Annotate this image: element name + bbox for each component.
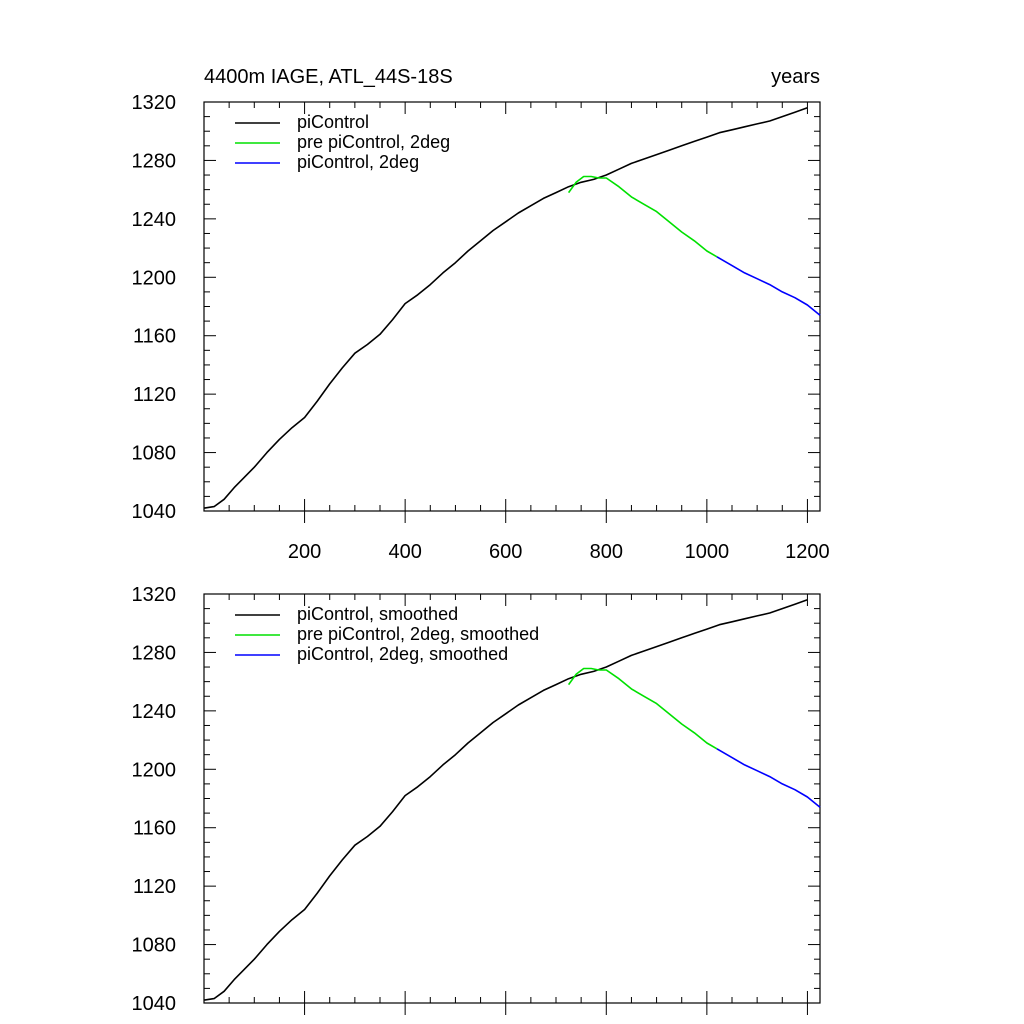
legend-label: piControl, 2deg, smoothed: [297, 644, 508, 664]
x-tick-label: 200: [288, 541, 321, 563]
series-line-1: [204, 599, 808, 1001]
y-tick-label: 1280: [132, 642, 177, 664]
y-tick-label: 1040: [132, 501, 177, 523]
series-line-2: [567, 667, 718, 750]
y-tick-label: 1160: [133, 818, 176, 840]
y-tick-label: 1160: [133, 326, 176, 348]
y-tick-label: 1280: [132, 150, 177, 172]
y-tick-label: 1240: [132, 209, 177, 231]
chart-title: 4400m IAGE, ATL_44S-18S: [204, 66, 453, 88]
bottom-panel: 1040 1080 1120 1160 1200 1240 1280 1320 piContro…: [132, 584, 821, 1015]
y-tick-label: 1080: [132, 935, 177, 957]
series-line-3: [716, 748, 821, 808]
y-tick-label: 1200: [132, 759, 177, 781]
series-line-1: [204, 107, 808, 509]
y-tick-label: 1040: [132, 993, 177, 1015]
x-tick-label: 600: [489, 541, 522, 563]
top-panel: 1040 1080 1120 1160 1200 1240 1280 1320 200 400 60…: [132, 66, 830, 563]
x-tick-label: 1000: [685, 541, 730, 563]
series-line-3: [716, 256, 821, 316]
x-tick-label: 400: [388, 541, 421, 563]
y-tick-label: 1120: [133, 384, 176, 406]
y-tick-label: 1320: [132, 92, 177, 114]
legend-label: piControl, 2deg: [297, 152, 419, 172]
chart-right-title: years: [771, 66, 820, 88]
legend-label: pre piControl, 2deg, smoothed: [297, 624, 539, 644]
x-tick-label: 1200: [785, 541, 830, 563]
y-tick-label: 1200: [132, 267, 177, 289]
y-tick-label: 1120: [133, 876, 176, 898]
legend-label: piControl, smoothed: [297, 604, 458, 624]
series-line-2: [567, 175, 718, 258]
y-tick-label: 1320: [132, 584, 177, 606]
legend-label: piControl: [297, 112, 369, 132]
legend-label: pre piControl, 2deg: [297, 132, 450, 152]
x-tick-label: 800: [590, 541, 623, 563]
y-tick-label: 1240: [132, 701, 177, 723]
y-tick-label: 1080: [132, 443, 177, 465]
